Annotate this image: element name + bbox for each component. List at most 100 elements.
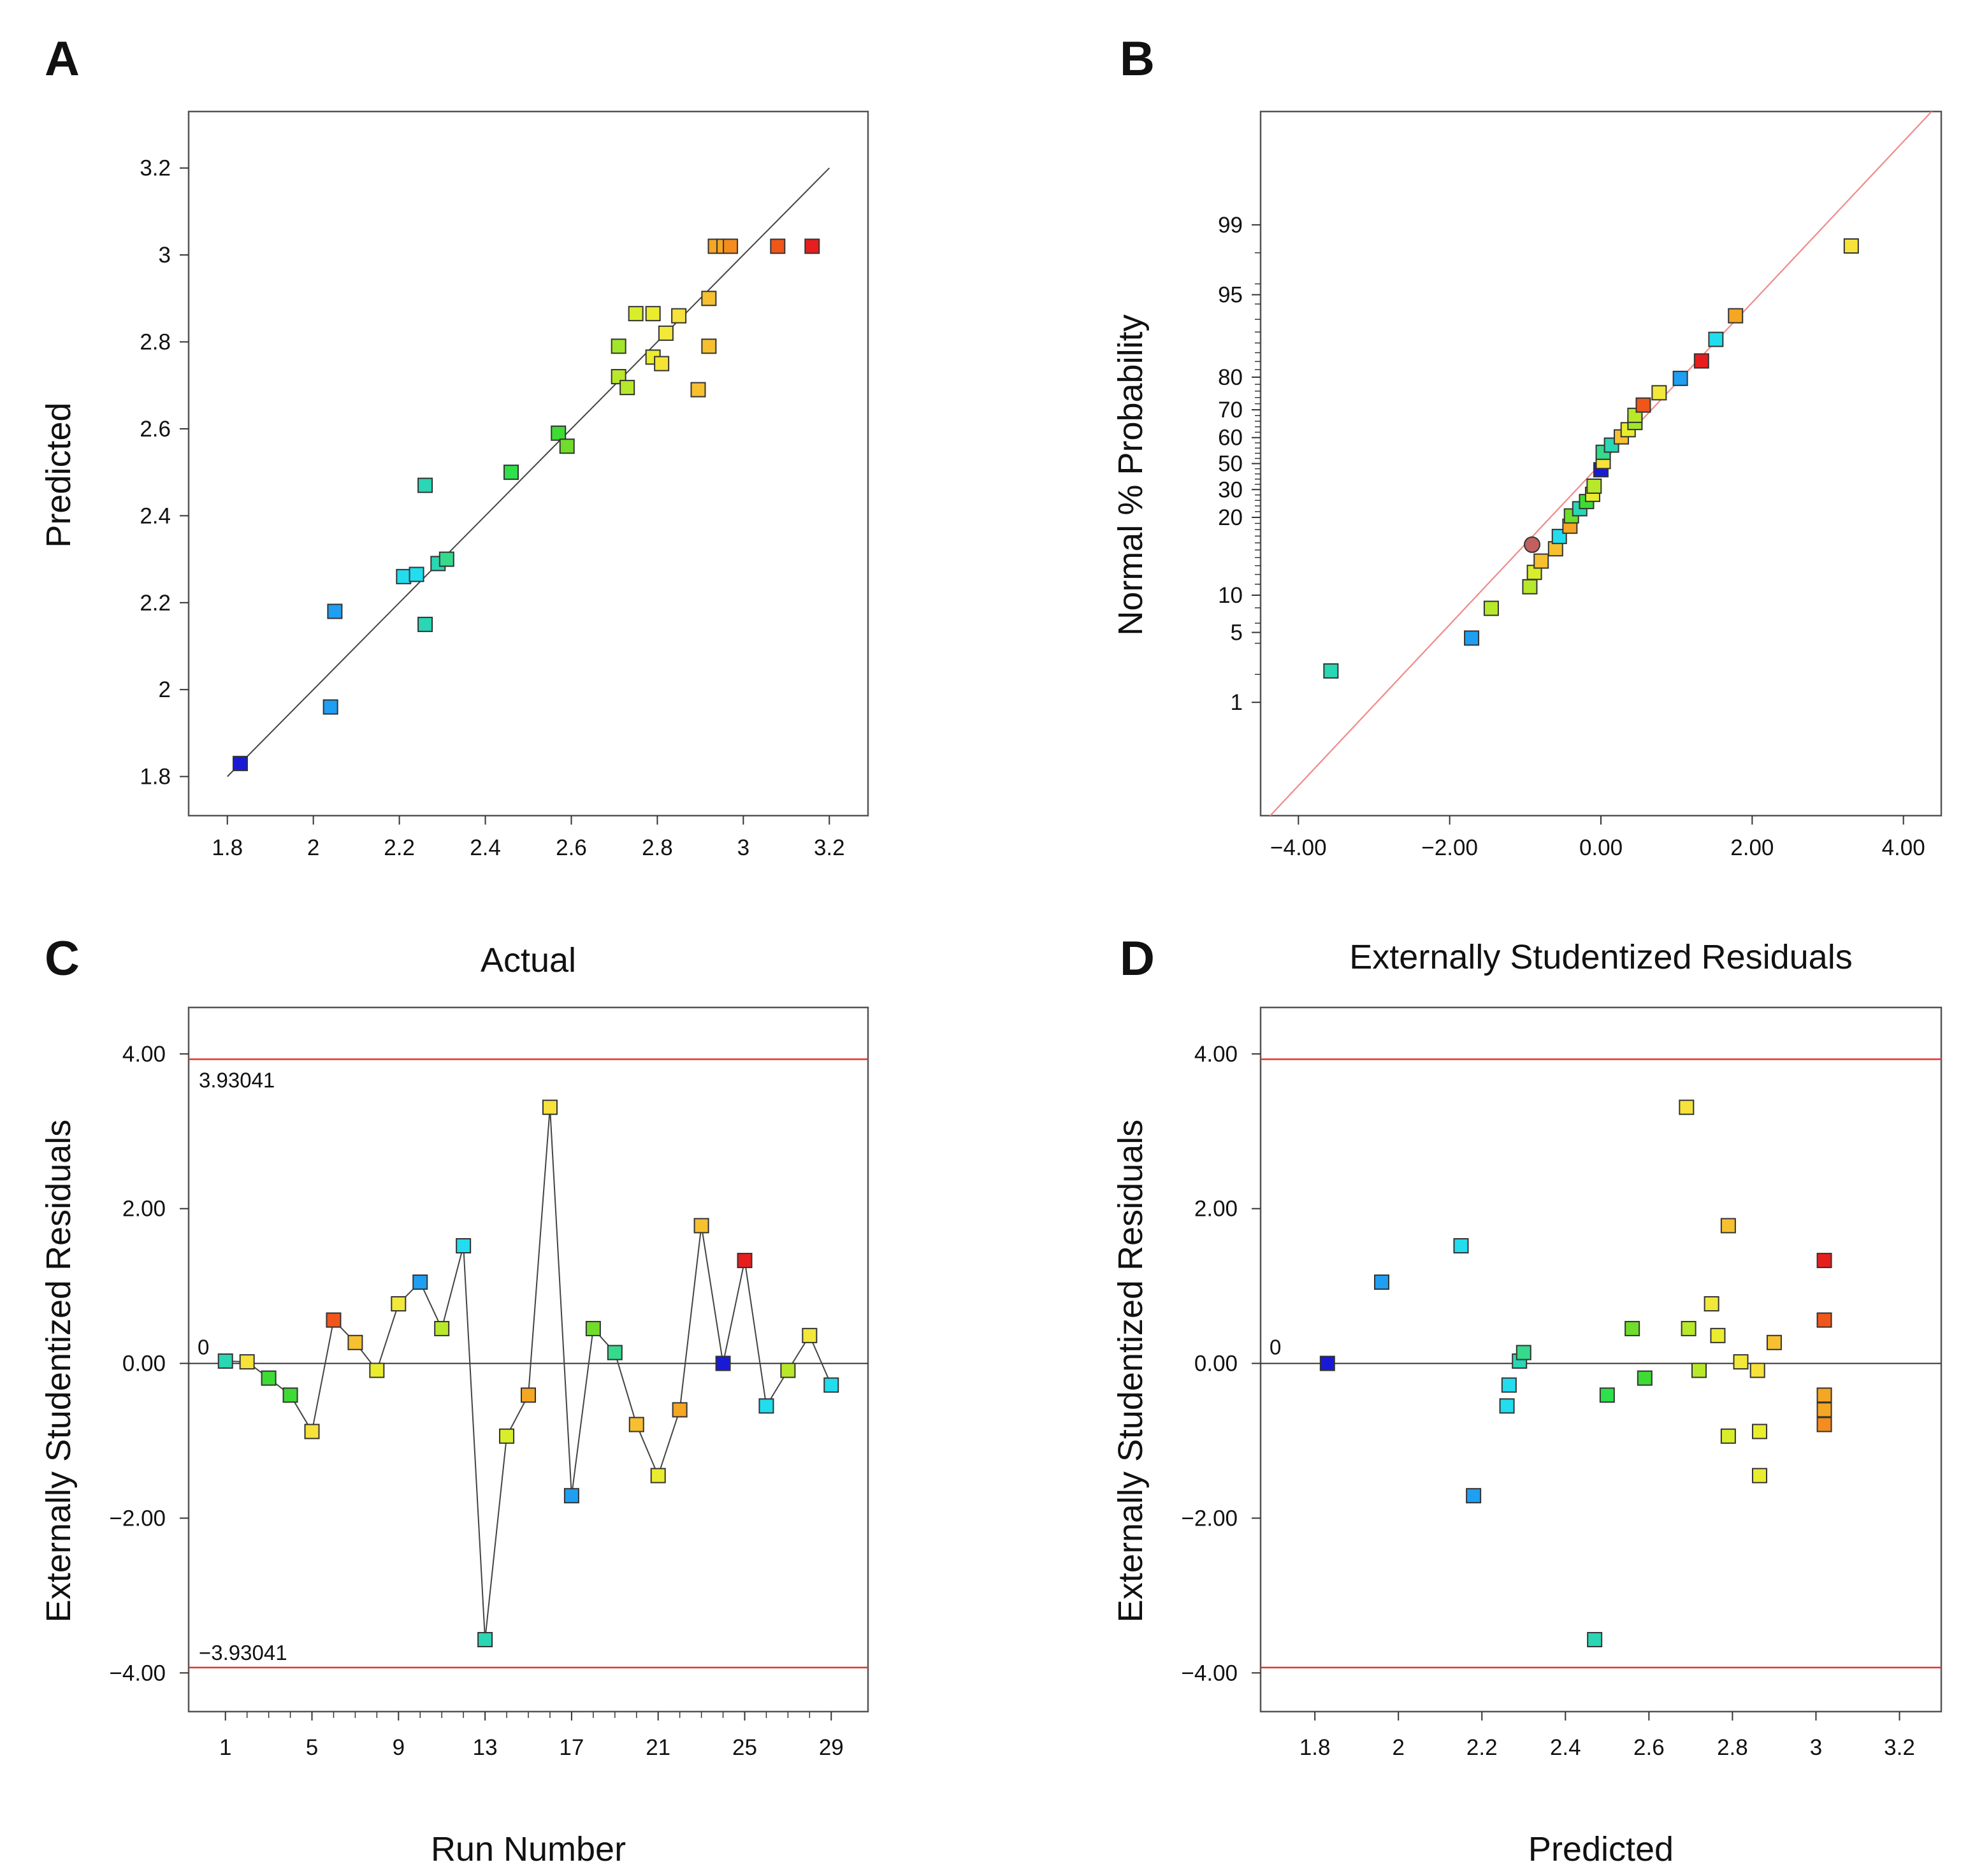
panel-a-y-tick-label: 2.2	[140, 591, 171, 616]
panel-d-data-layer	[1261, 1058, 1941, 1669]
panel-c-point	[412, 1274, 428, 1290]
panel-d-x-tick-label: 2.6	[1633, 1735, 1665, 1760]
panel-b-y-tick-label: 60	[1218, 426, 1243, 451]
panel-d-point	[1733, 1354, 1749, 1370]
panel-d-point	[1816, 1312, 1832, 1328]
panel-c-point	[563, 1488, 579, 1504]
panel-a-y-tick-label: 2.8	[140, 330, 171, 355]
panel-d-point	[1599, 1387, 1615, 1403]
panel-b-x-tick-label: −2.00	[1421, 835, 1478, 860]
panel-c-y-axis-title: Externally Studentized Residuals	[40, 1120, 78, 1622]
panel-d-x-axis-title: Predicted	[1528, 1830, 1674, 1868]
panel-c: C 1 5 9 13 17 21 25 29 −4.00 −2.00 0.00 2.00 4.00 Run …	[40, 932, 869, 1868]
panel-c-y-tick-label: 4.00	[122, 1042, 166, 1067]
panel-b-y-tick-label: 50	[1218, 452, 1243, 477]
panel-b-x-tick-label: 0.00	[1579, 835, 1623, 860]
panel-c-point	[607, 1345, 623, 1360]
panel-c-point	[456, 1238, 472, 1253]
panel-d-y-tick-label: 4.00	[1194, 1042, 1238, 1067]
panel-c-point	[326, 1312, 342, 1328]
panel-c-point	[499, 1428, 515, 1444]
panel-d-point	[1681, 1320, 1697, 1336]
panel-a-point	[804, 238, 820, 254]
panel-c-x-axis-title: Run Number	[431, 1830, 626, 1868]
panel-a-x-tick-label: 1.8	[212, 835, 243, 860]
panel-d-point	[1516, 1345, 1531, 1360]
panel-d-plot-area	[1259, 1006, 1943, 1713]
panel-a-point	[438, 551, 454, 567]
panel-c-point	[693, 1218, 709, 1234]
panel-b-y-tick-label: 10	[1218, 583, 1243, 608]
panel-d-point	[1704, 1296, 1719, 1312]
panel-d-point	[1637, 1370, 1653, 1386]
panel-a-point	[723, 238, 739, 254]
panel-a-x-tick-label: 2.4	[470, 835, 501, 860]
panel-c-point	[347, 1334, 363, 1350]
panel-c-x-tick-label: 1	[219, 1735, 231, 1760]
panel-c-y-tick-label: −4.00	[109, 1661, 166, 1685]
panel-a-x-tick-label: 2	[307, 835, 319, 860]
panel-c-point	[477, 1632, 493, 1648]
panel-a-point	[701, 338, 717, 354]
panel-d-letter: D	[1120, 932, 1155, 986]
panel-d-point	[1751, 1468, 1767, 1483]
panel-b-point	[1708, 331, 1724, 347]
panel-b-x-axis-title: Externally Studentized Residuals	[1349, 938, 1852, 976]
panel-c-point	[261, 1370, 277, 1386]
panel-d-point	[1453, 1238, 1469, 1253]
panel-c-y-tick-label: −2.00	[109, 1506, 166, 1531]
panel-c-y-tick-label: 0.00	[122, 1352, 166, 1376]
panel-c-data-layer	[189, 1058, 868, 1669]
panel-a-point	[671, 308, 687, 324]
panel-d-x-tick-label: 3	[1810, 1735, 1822, 1760]
panel-d-point	[1587, 1632, 1603, 1648]
panel-b-point	[1693, 353, 1709, 369]
panel-c-letter: C	[45, 932, 80, 986]
panel-a-point	[701, 291, 717, 307]
panel-a-x-tick-label: 3.2	[814, 835, 845, 860]
panel-a-data-layer	[227, 167, 830, 777]
panel-d: D 1.8 2 2.2 2.4 2.6 2.8 3 3.2 −4.00 −2.00 0.00 2.00 4…	[1111, 932, 1943, 1868]
panel-a-fit-line	[227, 167, 830, 777]
panel-d-point	[1720, 1428, 1736, 1444]
panel-a-point	[409, 566, 424, 582]
panel-c-x-tick-label: 29	[819, 1735, 844, 1760]
panel-b-y-tick-label: 30	[1218, 477, 1243, 502]
panel-b-x-tick-label: 4.00	[1882, 835, 1925, 860]
panel-d-point	[1319, 1355, 1335, 1371]
panel-a-point	[322, 699, 338, 715]
panel-a-point	[559, 438, 575, 454]
panel-c-point	[239, 1354, 255, 1370]
panel-c-x-tick-label: 5	[306, 1735, 318, 1760]
panel-b-y-tick-label: 20	[1218, 505, 1243, 530]
panel-d-x-tick-label: 2.4	[1550, 1735, 1581, 1760]
panel-a-point	[503, 465, 519, 480]
panel-a-y-tick-label: 2.4	[140, 503, 171, 528]
panel-c-point	[434, 1320, 450, 1336]
panel-a-point	[654, 356, 670, 372]
panel-c-point	[737, 1253, 753, 1269]
panel-d-point	[1766, 1334, 1782, 1350]
panel-c-point	[585, 1320, 601, 1336]
panel-d-y-axis-title: Externally Studentized Residuals	[1111, 1120, 1150, 1622]
panel-a-point	[628, 306, 644, 322]
panel-a-y-tick-label: 1.8	[140, 765, 171, 790]
panel-c-plot-area	[187, 1006, 869, 1713]
panel-b-y-tick-label: 99	[1218, 213, 1243, 238]
panel-c-point	[282, 1387, 298, 1403]
panel-c-x-tick-label: 25	[732, 1735, 757, 1760]
panel-b-point	[1843, 238, 1859, 254]
panel-a-point	[645, 306, 661, 322]
panel-a: A 1.8 2 2.2 2.4 2.6 2.8 3 3.2 1.8 2 2.2 2.4 2.6 2.8 3 3.…	[40, 32, 869, 979]
panel-c-point	[217, 1353, 233, 1369]
panel-a-point	[770, 238, 786, 254]
panel-d-y-tick-label: −2.00	[1181, 1506, 1238, 1531]
panel-c-point	[758, 1398, 774, 1414]
panel-a-x-tick-label: 2.6	[556, 835, 587, 860]
panel-b-point	[1483, 600, 1499, 616]
panel-a-plot-area	[187, 110, 869, 817]
panel-b-y-tick-label: 5	[1231, 620, 1243, 645]
panel-d-point	[1691, 1362, 1707, 1378]
panel-b-point	[1635, 397, 1651, 413]
panel-a-y-tick-label: 3.2	[140, 156, 171, 181]
